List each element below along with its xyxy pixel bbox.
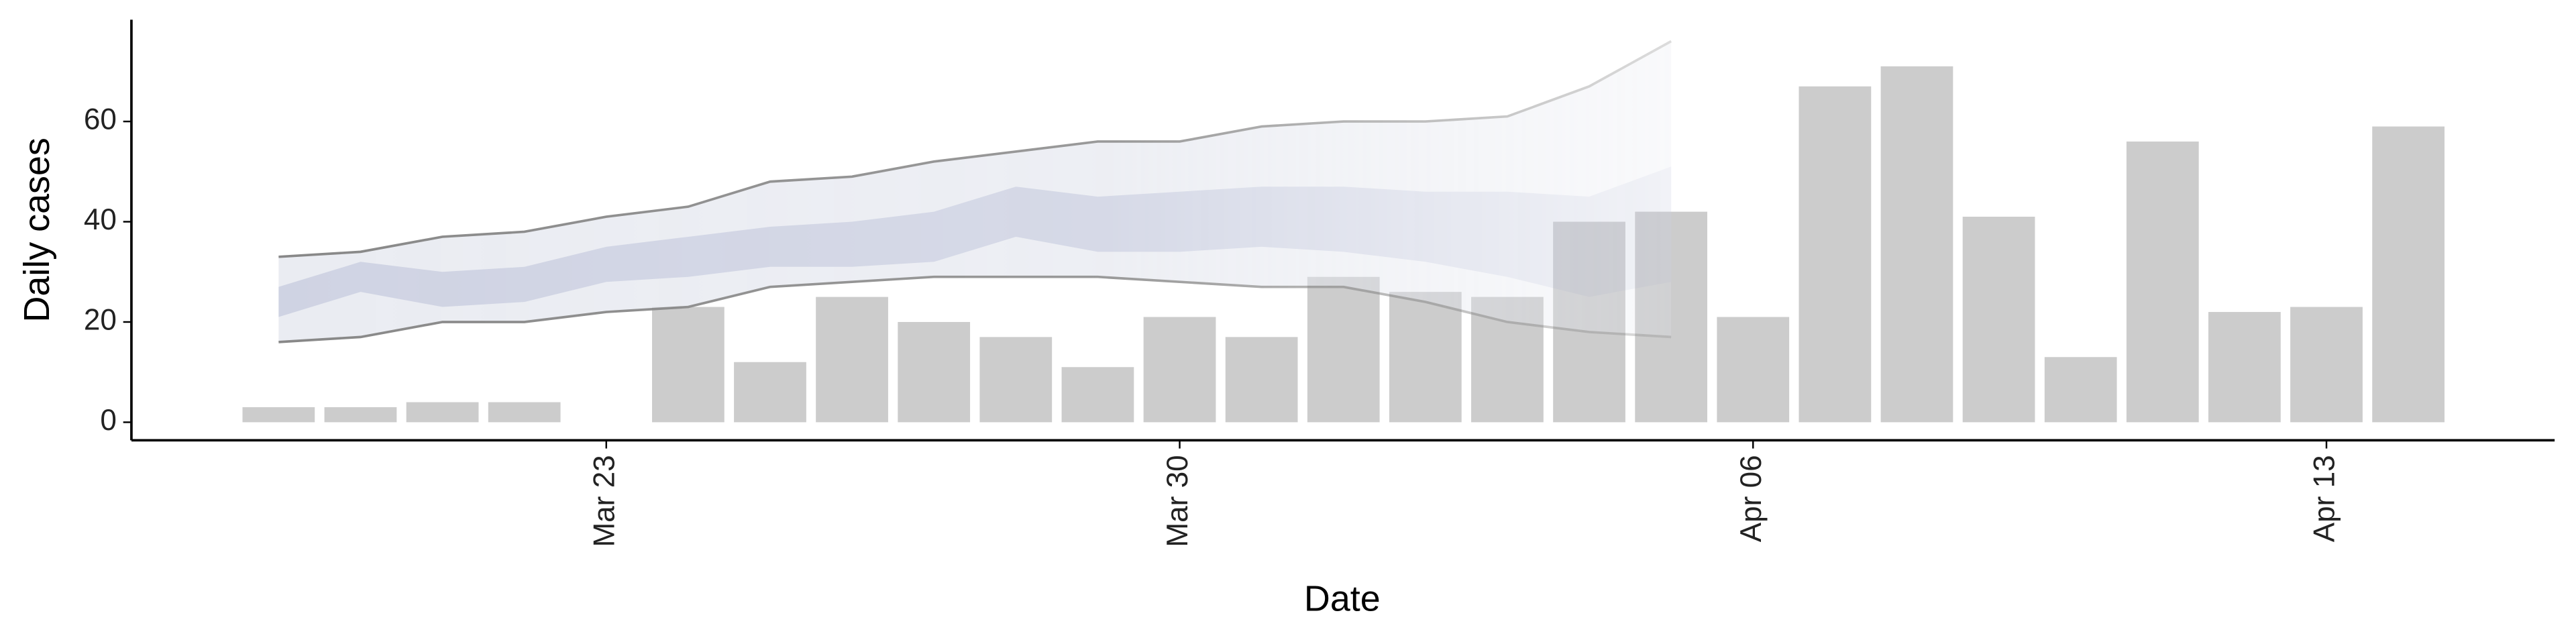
bar <box>1307 276 1380 423</box>
y-axis-title: Daily cases <box>17 138 57 322</box>
bar <box>816 297 888 423</box>
bar <box>406 402 479 423</box>
x-tick-label: Mar 30 <box>1161 455 1194 547</box>
bar <box>1389 292 1462 423</box>
bar <box>1061 367 1134 423</box>
bar <box>1880 66 1953 423</box>
bar <box>734 362 806 423</box>
inner-band <box>278 166 1672 317</box>
bar <box>1962 217 2035 423</box>
bar <box>1799 86 1872 423</box>
x-tick-label: Apr 06 <box>1735 455 1768 542</box>
bar <box>979 337 1053 423</box>
y-tick-label: 20 <box>84 304 117 337</box>
bar <box>1143 317 1216 423</box>
band-line <box>278 275 1672 343</box>
bar <box>1717 317 1790 423</box>
bar <box>652 307 724 423</box>
bar <box>2044 357 2117 423</box>
x-tick-label: Apr 13 <box>2308 455 2341 542</box>
bar <box>2290 307 2363 423</box>
bar <box>242 407 315 423</box>
bar <box>488 402 561 423</box>
bar <box>324 407 397 423</box>
bar <box>898 321 971 423</box>
bar <box>2126 141 2199 423</box>
y-tick-label: 0 <box>100 404 117 437</box>
bar <box>2208 312 2281 423</box>
x-axis-title: Date <box>1304 579 1381 619</box>
band-line <box>278 40 1672 258</box>
bar <box>1225 337 1298 423</box>
y-tick-label: 60 <box>84 103 117 136</box>
x-tick-label: Mar 23 <box>588 455 621 547</box>
forecast <box>278 40 1672 343</box>
y-tick-label: 40 <box>84 203 117 236</box>
bar <box>2372 126 2445 423</box>
